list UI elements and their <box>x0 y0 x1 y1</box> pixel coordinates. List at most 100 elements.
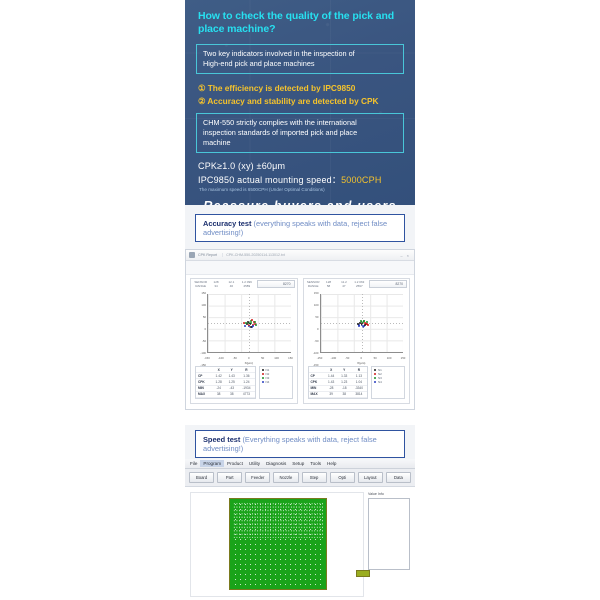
cpk-window-titlebar[interactable]: CPK Report CPK-CHM-550-20250114-113012.t… <box>186 250 414 261</box>
panel1-x-label: X(μm) <box>244 361 253 365</box>
panel2-xtick: 100 <box>386 356 392 360</box>
cpk-window-title: CPK Report <box>198 253 218 257</box>
panel1-xtick: 100 <box>274 356 279 360</box>
menu-item-file[interactable]: File <box>190 461 198 466</box>
pcb-board[interactable] <box>228 498 327 590</box>
stats-row: CPK 1.28 1.25 1.24 <box>196 378 255 386</box>
hero-bullet-accuracy: ② Accuracy and stability are detected by… <box>198 96 379 106</box>
panel2-header-top: SENSOR 128 11.2 1.2 063 RANGE 58 47 2597 <box>306 280 407 288</box>
p2-h1-c0: SENSOR <box>306 280 320 284</box>
panel1-stats-table: X Y R CP 1.42 1.43 1.36 CPK 1.28 1.25 1.24 MIN -24 -4… <box>195 366 256 399</box>
panel1-xtick: -150 <box>204 356 210 360</box>
legend-swatch-icon <box>261 373 264 375</box>
panel2-ytick: -100 <box>312 350 319 355</box>
panel2-stats-grid: X Y R CP 1.44 1.33 1.13 CPK 1.43 1.23 1.04 MIN -28 -1… <box>308 367 367 398</box>
legend-swatch-icon <box>374 381 376 383</box>
p1-h2-c1: 34 <box>214 284 218 288</box>
board-dense-grid <box>232 502 323 538</box>
stats-cell: 1.43 <box>324 378 338 386</box>
stats-cell: 39 <box>324 391 338 398</box>
stats-row-label: CPK <box>308 378 325 386</box>
menu-item-program[interactable]: Program <box>200 460 225 467</box>
stats-row-label: MIN <box>196 385 213 392</box>
tool-bar[interactable]: Board Part Feeder Nozzle Step Opti Layout Data <box>185 469 415 487</box>
board-edge-tab <box>356 570 370 578</box>
panel2-header-button[interactable]: 8270 <box>369 280 407 288</box>
scatter-point <box>359 320 362 323</box>
hero-bullet-efficiency: ① The efficiency is detected by IPC9850 <box>198 83 356 93</box>
hero-cpk-spec: CPK≥1.0 (xy) ±60μm <box>198 161 286 171</box>
cpk-window-toolbar-area <box>186 261 414 275</box>
menu-item-help[interactable]: Help <box>327 461 337 466</box>
stats-row-label: CP <box>308 372 325 380</box>
stats-row-label: CP <box>196 372 213 380</box>
stats-cell: 1.33 <box>337 372 351 380</box>
window-controls[interactable]: – × <box>400 253 411 258</box>
toolbar-button-data[interactable]: Data <box>385 472 411 483</box>
stats-cell: 1.24 <box>238 378 255 386</box>
panel1-ytick: 150 <box>201 290 206 295</box>
menu-item-product[interactable]: Product <box>227 461 243 466</box>
board-view[interactable] <box>190 492 370 597</box>
panel1-ytick: 0 <box>204 326 206 331</box>
stats-col-header: Y <box>337 367 351 374</box>
hero-box2-line2: inspection standards of imported pick an… <box>203 128 358 137</box>
panel2-xtick: 50 <box>373 356 377 360</box>
p1-h1-c1: 128 <box>213 280 219 284</box>
p1-h2-c3: 2589 <box>243 284 251 288</box>
hero-box1-line2: High-end pick and place machines <box>203 59 315 68</box>
legend-entry: N4 <box>374 380 402 384</box>
minimize-icon[interactable]: – <box>400 252 403 258</box>
toolbar-button-step[interactable]: Step <box>301 472 327 483</box>
legend-swatch-icon <box>261 377 264 379</box>
menu-item-utility[interactable]: Utility <box>248 461 261 466</box>
menu-item-setup[interactable]: Setup <box>292 461 305 466</box>
menu-item-diagnosis[interactable]: Diagnosis <box>266 461 287 466</box>
stats-col-header: X <box>324 367 338 374</box>
stats-col-header <box>308 367 325 374</box>
stats-cell: 38 <box>212 391 226 398</box>
panel1-header: SENSOR 128 12.1 1.2 099 RANGE 34 46 2589 <box>191 279 297 289</box>
stats-row: MIN -24 -43 -1934 <box>196 385 255 392</box>
menu-bar[interactable]: File Program Product Utility Diagnosis Setup T… <box>185 459 415 469</box>
left-margin <box>0 0 185 600</box>
scatter-point <box>360 323 363 326</box>
panel1-stats-body: X Y R CP 1.42 1.43 1.36 CPK 1.28 1.25 1.24 MIN -24 -4… <box>196 367 255 398</box>
panel1-header-button[interactable]: 8270 <box>256 280 295 288</box>
value-info-title: Value Info <box>368 492 384 496</box>
legend-swatch-icon <box>261 369 264 371</box>
legend-label: N4 <box>378 380 382 384</box>
close-icon[interactable]: × <box>406 252 409 258</box>
hero-indicators-box: Two key indicators involved in the inspe… <box>196 44 404 74</box>
p2-h2-c3: 2597 <box>355 284 363 288</box>
scatter-point <box>243 322 246 325</box>
stats-row: MAX 38 38 4773 <box>196 391 255 398</box>
toolbar-button-feeder[interactable]: Feeder <box>245 472 271 483</box>
toolbar-button-opti[interactable]: Opti <box>329 472 355 483</box>
panel2-xtick: -150 <box>316 356 323 360</box>
legend-label: N1 <box>265 368 270 372</box>
scatter-point <box>362 325 365 328</box>
toolbar-button-board[interactable]: Board <box>189 472 215 483</box>
panel2-xtick: -100 <box>330 356 337 360</box>
menu-item-tools[interactable]: Tools <box>310 461 322 466</box>
stats-col-header: X <box>212 367 226 374</box>
stats-cell: 4773 <box>238 391 255 398</box>
panel2-stats-table: X Y R CP 1.44 1.33 1.13 CPK 1.43 1.23 1.04 MIN -28 -1… <box>307 366 368 399</box>
scatter-point <box>363 322 366 325</box>
speed-test-section: Speed test (Everything speaks with data,… <box>185 425 415 489</box>
stats-row-label: CPK <box>196 378 213 386</box>
right-margin <box>415 0 600 600</box>
panel1-stats-grid: X Y R CP 1.42 1.43 1.36 CPK 1.28 1.25 1.24 MIN -24 -4… <box>196 367 255 398</box>
p1-h1-c2: 12.1 <box>228 280 235 284</box>
p1-h1-c0: SENSOR <box>194 280 208 284</box>
toolbar-button-part[interactable]: Part <box>217 472 243 483</box>
panel1-xtick: -50 <box>232 356 237 360</box>
toolbar-button-layout[interactable]: Layout <box>357 472 383 483</box>
toolbar-button-nozzle[interactable]: Nozzle <box>273 472 299 483</box>
value-info-box[interactable] <box>368 498 410 570</box>
value-info-panel: Value Info <box>368 492 410 597</box>
stats-cell: -18 <box>337 385 351 392</box>
accuracy-heading: Accuracy test (everything speaks with da… <box>195 214 405 242</box>
scatter-point <box>360 321 363 324</box>
